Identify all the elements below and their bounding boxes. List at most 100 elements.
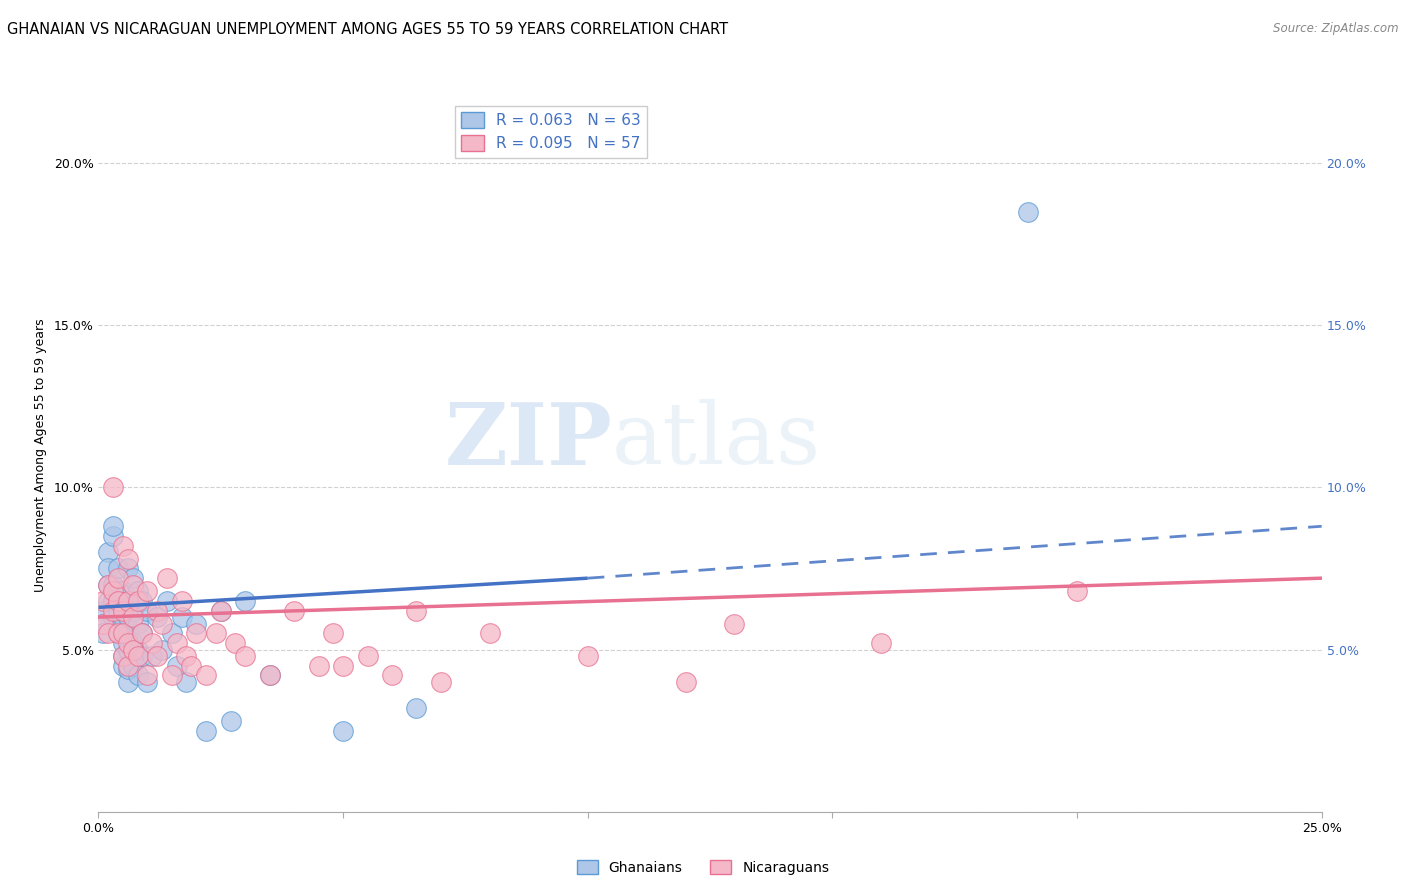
Point: [91, 594, 114, 608]
Point: [127, 594, 149, 608]
Point: [870, 636, 893, 650]
Point: [156, 571, 179, 585]
Point: [117, 561, 139, 575]
Point: [170, 594, 193, 608]
Point: [117, 636, 139, 650]
Point: [136, 668, 159, 682]
Point: [121, 642, 143, 657]
Point: [166, 658, 188, 673]
Point: [117, 642, 139, 657]
Point: [136, 675, 159, 690]
Point: [107, 616, 129, 631]
Point: [1017, 204, 1039, 219]
Point: [127, 668, 149, 682]
Point: [259, 668, 281, 682]
Point: [121, 658, 143, 673]
Point: [1066, 584, 1088, 599]
Point: [136, 584, 159, 599]
Point: [131, 594, 153, 608]
Point: [101, 519, 124, 533]
Point: [91, 616, 114, 631]
Point: [97, 577, 120, 591]
Point: [97, 577, 120, 591]
Point: [141, 636, 163, 650]
Point: [233, 648, 256, 663]
Point: [186, 626, 208, 640]
Point: [121, 610, 143, 624]
Point: [111, 648, 134, 663]
Point: [131, 626, 153, 640]
Point: [723, 616, 745, 631]
Point: [478, 626, 501, 640]
Point: [205, 626, 228, 640]
Point: [332, 723, 354, 738]
Point: [160, 668, 183, 682]
Point: [150, 616, 173, 631]
Point: [131, 648, 153, 663]
Text: GHANAIAN VS NICARAGUAN UNEMPLOYMENT AMONG AGES 55 TO 59 YEARS CORRELATION CHART: GHANAIAN VS NICARAGUAN UNEMPLOYMENT AMON…: [7, 22, 728, 37]
Point: [117, 610, 139, 624]
Point: [117, 551, 139, 566]
Point: [259, 668, 281, 682]
Point: [146, 610, 169, 624]
Point: [180, 658, 202, 673]
Point: [107, 626, 129, 640]
Point: [91, 626, 114, 640]
Point: [111, 604, 134, 618]
Point: [121, 604, 143, 618]
Point: [107, 594, 129, 608]
Point: [111, 616, 134, 631]
Point: [111, 539, 134, 553]
Point: [107, 626, 129, 640]
Point: [141, 648, 163, 663]
Point: [209, 604, 232, 618]
Point: [107, 561, 129, 575]
Point: [675, 675, 697, 690]
Point: [101, 577, 124, 591]
Point: [156, 594, 179, 608]
Point: [576, 648, 599, 663]
Point: [101, 529, 124, 543]
Point: [117, 594, 139, 608]
Y-axis label: Unemployment Among Ages 55 to 59 years: Unemployment Among Ages 55 to 59 years: [34, 318, 46, 591]
Point: [101, 584, 124, 599]
Point: [111, 658, 134, 673]
Point: [91, 616, 114, 631]
Point: [117, 662, 139, 676]
Point: [170, 610, 193, 624]
Point: [101, 610, 124, 624]
Point: [97, 545, 120, 559]
Text: atlas: atlas: [612, 399, 821, 483]
Point: [176, 648, 198, 663]
Point: [127, 616, 149, 631]
Point: [136, 604, 159, 618]
Point: [111, 600, 134, 615]
Point: [101, 480, 124, 494]
Point: [127, 584, 149, 599]
Point: [131, 626, 153, 640]
Point: [91, 604, 114, 618]
Point: [146, 604, 169, 618]
Point: [97, 594, 120, 608]
Point: [117, 675, 139, 690]
Legend: Ghanaians, Nicaraguans: Ghanaians, Nicaraguans: [571, 855, 835, 880]
Point: [146, 648, 169, 663]
Point: [121, 636, 143, 650]
Point: [224, 636, 246, 650]
Point: [127, 648, 149, 663]
Point: [233, 594, 256, 608]
Point: [111, 636, 134, 650]
Point: [111, 584, 134, 599]
Point: [322, 626, 344, 640]
Point: [121, 577, 143, 591]
Point: [219, 714, 242, 728]
Point: [430, 675, 453, 690]
Point: [101, 604, 124, 618]
Text: Source: ZipAtlas.com: Source: ZipAtlas.com: [1274, 22, 1399, 36]
Point: [308, 658, 330, 673]
Point: [97, 561, 120, 575]
Point: [117, 626, 139, 640]
Point: [127, 642, 149, 657]
Point: [111, 648, 134, 663]
Text: ZIP: ZIP: [444, 399, 612, 483]
